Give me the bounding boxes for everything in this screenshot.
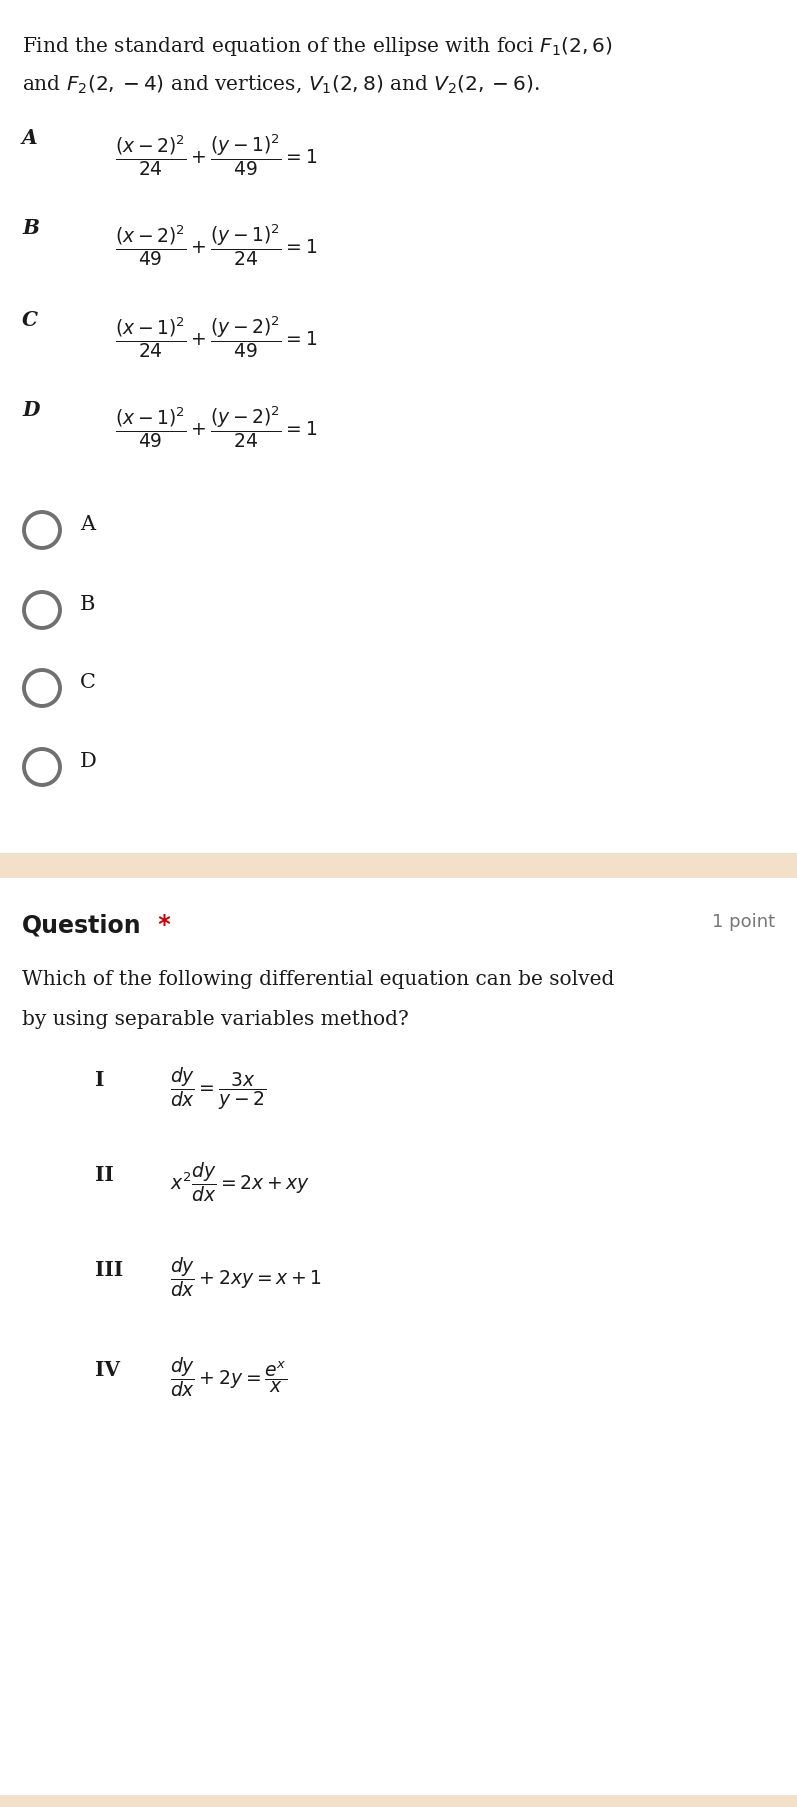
Text: B: B xyxy=(80,595,96,614)
Text: Question: Question xyxy=(22,913,142,938)
Text: Find the standard equation of the ellipse with foci $F_1(2,6)$: Find the standard equation of the ellips… xyxy=(22,34,613,58)
Text: D: D xyxy=(80,752,97,772)
Text: I: I xyxy=(95,1070,104,1090)
Text: D: D xyxy=(22,399,40,419)
Text: C: C xyxy=(22,311,38,331)
Text: III: III xyxy=(95,1259,123,1279)
Text: $\dfrac{(x-1)^2}{49}+\dfrac{(y-2)^2}{24}=1$: $\dfrac{(x-1)^2}{49}+\dfrac{(y-2)^2}{24}… xyxy=(115,405,317,450)
Text: *: * xyxy=(150,913,171,938)
Text: 1 point: 1 point xyxy=(712,913,775,931)
Text: C: C xyxy=(80,672,96,692)
Text: $\dfrac{dy}{dx}+2xy=x+1$: $\dfrac{dy}{dx}+2xy=x+1$ xyxy=(170,1256,322,1299)
Text: $\dfrac{dy}{dx}+2y=\dfrac{e^x}{x}$: $\dfrac{dy}{dx}+2y=\dfrac{e^x}{x}$ xyxy=(170,1355,287,1399)
Text: and $F_2(2,-4)$ and vertices, $V_1(2,8)$ and $V_2(2,-6)$.: and $F_2(2,-4)$ and vertices, $V_1(2,8)$… xyxy=(22,72,540,94)
Text: IV: IV xyxy=(95,1361,120,1381)
Text: A: A xyxy=(22,128,37,148)
Text: $\dfrac{(x-2)^2}{49}+\dfrac{(y-1)^2}{24}=1$: $\dfrac{(x-2)^2}{49}+\dfrac{(y-1)^2}{24}… xyxy=(115,222,317,269)
Text: $\dfrac{(x-2)^2}{24}+\dfrac{(y-1)^2}{49}=1$: $\dfrac{(x-2)^2}{24}+\dfrac{(y-1)^2}{49}… xyxy=(115,134,317,179)
Bar xyxy=(0,853,797,878)
Text: $\dfrac{dy}{dx}=\dfrac{3x}{y-2}$: $\dfrac{dy}{dx}=\dfrac{3x}{y-2}$ xyxy=(170,1064,266,1111)
Text: by using separable variables method?: by using separable variables method? xyxy=(22,1010,409,1028)
Text: II: II xyxy=(95,1166,114,1185)
Text: A: A xyxy=(80,515,95,535)
Bar xyxy=(0,1794,797,1807)
Text: Which of the following differential equation can be solved: Which of the following differential equa… xyxy=(22,970,614,988)
Text: $x^2\dfrac{dy}{dx}=2x+xy$: $x^2\dfrac{dy}{dx}=2x+xy$ xyxy=(170,1160,310,1203)
Text: B: B xyxy=(22,219,39,239)
Text: $\dfrac{(x-1)^2}{24}+\dfrac{(y-2)^2}{49}=1$: $\dfrac{(x-1)^2}{24}+\dfrac{(y-2)^2}{49}… xyxy=(115,314,317,360)
